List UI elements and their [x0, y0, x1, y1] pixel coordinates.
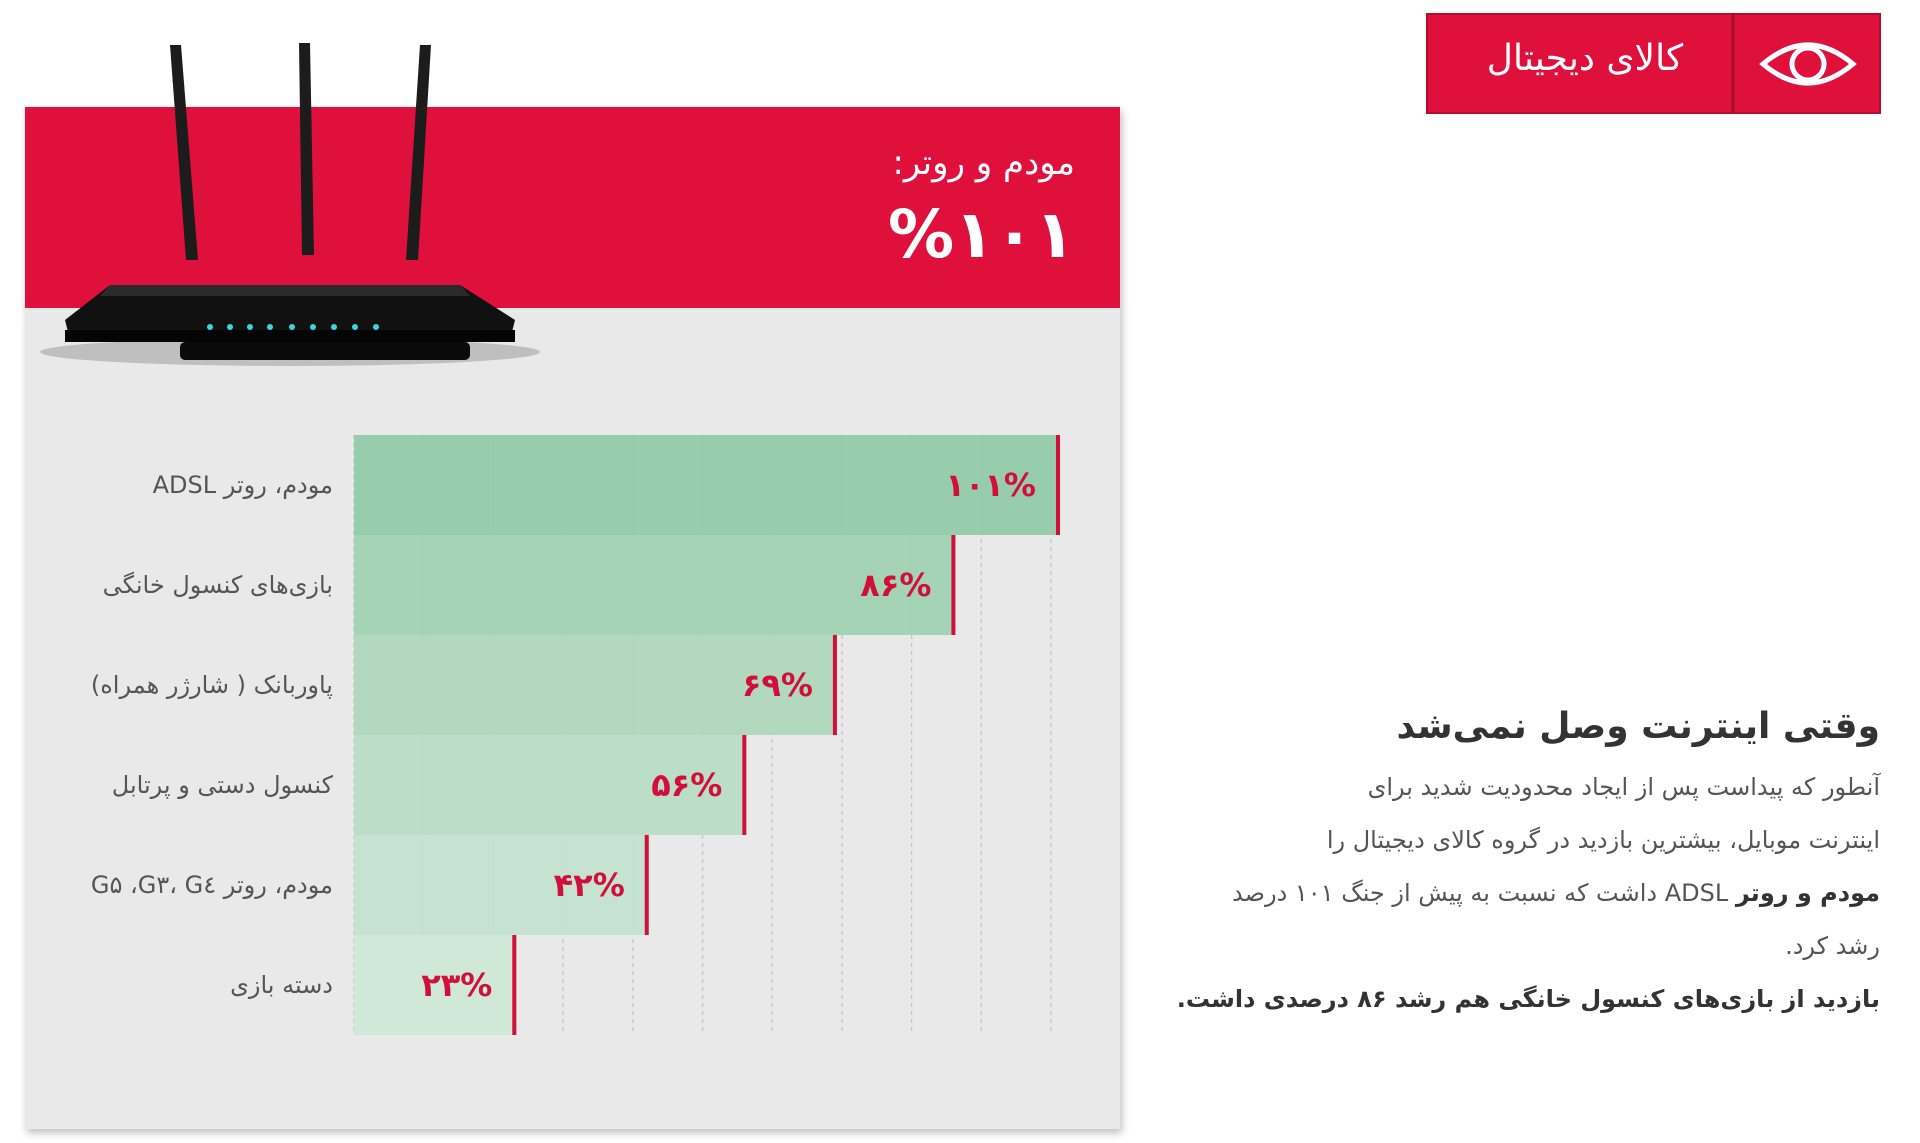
badge-text: کالای دیجیتال: [1486, 38, 1684, 79]
value-label: ۵۶%: [651, 766, 723, 804]
badge: [1426, 13, 1881, 114]
text-run: مودم و روتر: [1735, 879, 1880, 907]
article-line: مودم و روتر ADSL داشت که نسبت به پیش از …: [1160, 867, 1880, 920]
article-title: وقتی اینترنت وصل نمی‌شد: [1396, 706, 1881, 747]
article-body: آنطور که پیداست پس از ایجاد محدودیت شدید…: [1160, 761, 1880, 1026]
article-line: رشد کرد.: [1160, 920, 1880, 973]
text-run: ADSL داشت که نسبت به پیش از جنگ ۱۰۱ درصد: [1232, 879, 1736, 907]
value-label: ۸۶%: [860, 566, 932, 604]
bar: [354, 735, 745, 835]
article-line: اینترنت موبایل، بیشترین بازدید در گروه ک…: [1160, 814, 1880, 867]
category-label: مودم، روتر ADSL: [152, 471, 333, 499]
header-value: %۱۰۱: [888, 196, 1075, 273]
text-run: بازدید از بازی‌های کنسول خانگی هم رشد ۸۶…: [1176, 985, 1880, 1013]
bar: [354, 835, 647, 935]
bar: [354, 535, 954, 635]
article-line: بازدید از بازی‌های کنسول خانگی هم رشد ۸۶…: [1160, 973, 1880, 1026]
text-run: اینترنت موبایل، بیشترین بازدید در گروه ک…: [1326, 826, 1880, 854]
category-label: مودم، روتر G۳، G٤، G۵: [90, 871, 333, 899]
card-header: [25, 107, 1120, 308]
bar: [354, 635, 835, 735]
plot: [353, 435, 1060, 1035]
header-label: مودم و روتر:: [892, 143, 1075, 183]
category-label: پاوربانک ( شارژر همراه): [90, 671, 333, 699]
value-label: ۲۳%: [421, 966, 493, 1004]
category-label: دسته بازی: [230, 971, 333, 999]
text-run: آنطور که پیداست پس از ایجاد محدودیت شدید…: [1367, 773, 1880, 801]
value-label: ۶۹%: [741, 666, 813, 704]
bar: [354, 435, 1058, 535]
router-illustration: [40, 43, 540, 366]
value-label: ۱۰۱%: [945, 466, 1036, 504]
article-line: آنطور که پیداست پس از ایجاد محدودیت شدید…: [1160, 761, 1880, 814]
value-label: ۴۲%: [553, 866, 625, 904]
bar: [354, 935, 515, 1035]
text-run: رشد کرد.: [1785, 932, 1880, 960]
category-label: کنسول دستی و پرتابل: [111, 771, 333, 799]
article: وقتی اینترنت وصل نمی‌شد آنطور که پیداست …: [1160, 706, 1881, 1026]
category-label: بازی‌های کنسول خانگی: [102, 571, 333, 599]
